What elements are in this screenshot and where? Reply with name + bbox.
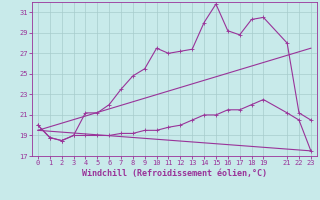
X-axis label: Windchill (Refroidissement éolien,°C): Windchill (Refroidissement éolien,°C) [82,169,267,178]
